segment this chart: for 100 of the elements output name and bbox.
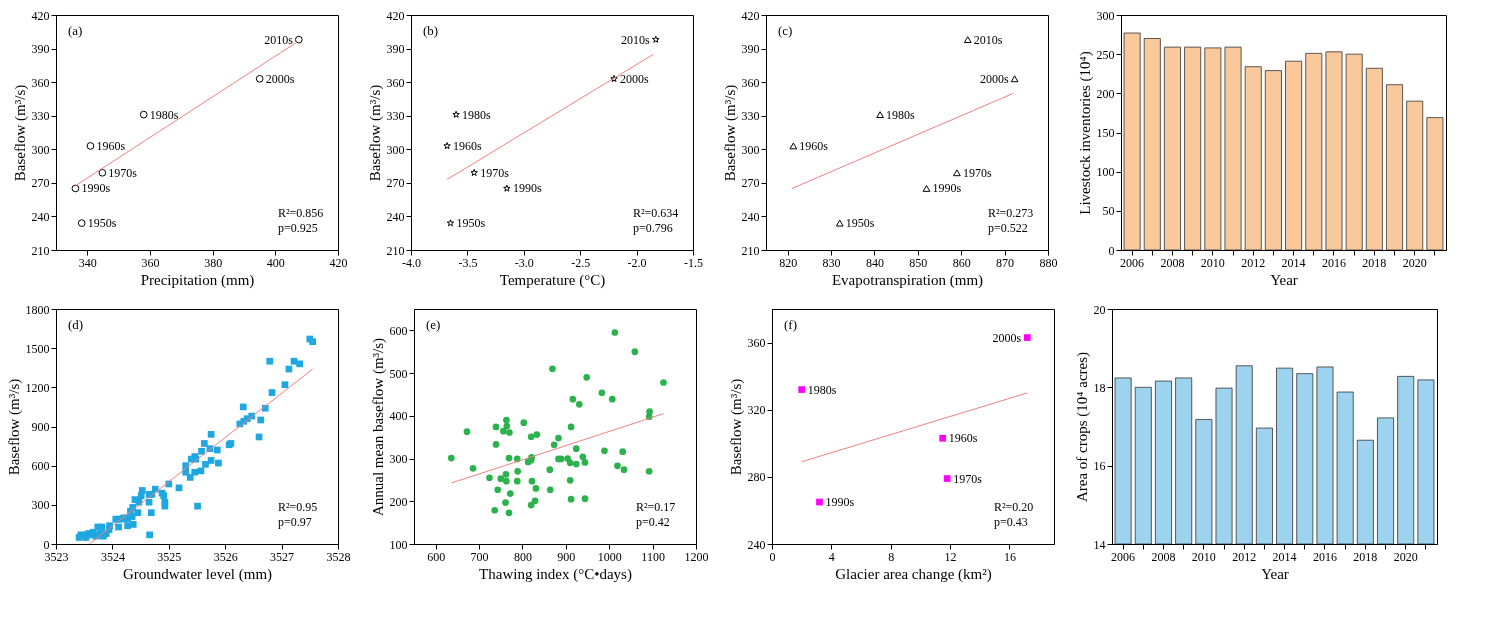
y-tick-label: 100 xyxy=(1096,165,1115,180)
bar xyxy=(1325,51,1343,250)
point xyxy=(922,185,931,192)
y-tick-label: 0 xyxy=(43,537,50,552)
y-tick-label: 600 xyxy=(31,459,50,474)
bar xyxy=(1264,70,1282,250)
y-tick-label: 300 xyxy=(31,142,50,157)
y-tick-label: 900 xyxy=(31,420,50,434)
x-axis-title: Year xyxy=(1261,565,1289,582)
y-tick-label: 270 xyxy=(386,176,405,191)
point xyxy=(77,219,86,227)
annotation: 1980s xyxy=(149,107,179,122)
x-tick-label: 3525 xyxy=(157,549,182,564)
y-tick-label: 360 xyxy=(747,336,766,351)
x-tick-label: 0 xyxy=(769,549,776,564)
y-axis-title: Baseflow (m³/s) xyxy=(11,84,29,182)
y-tick-label: 200 xyxy=(1096,86,1115,101)
x-tick-label: 16 xyxy=(1003,549,1016,564)
x-axis-title: Temperature (°C) xyxy=(499,271,606,289)
annotation: 1960s xyxy=(453,138,483,153)
y-tick-label: 600 xyxy=(389,323,408,338)
point xyxy=(503,184,511,192)
x-tick-label: 1100 xyxy=(641,549,665,564)
point xyxy=(470,168,478,176)
x-tick-label: 2008 xyxy=(1151,549,1176,564)
annotation: 1950s xyxy=(87,216,117,231)
y-tick-label: 420 xyxy=(31,8,50,23)
bar xyxy=(1224,46,1242,250)
bar xyxy=(1426,117,1444,250)
y-tick-label: 400 xyxy=(389,409,408,424)
point xyxy=(446,219,455,227)
y-tick-label: 330 xyxy=(31,109,50,124)
y-axis-title: Baseflow (m³/s) xyxy=(366,84,384,182)
y-tick-label: 50 xyxy=(1102,204,1115,219)
x-tick-label: 2018 xyxy=(1353,549,1378,564)
y-tick-label: 16 xyxy=(1093,459,1106,474)
annotation: 1960s xyxy=(948,431,978,446)
x-tick-label: 3528 xyxy=(326,549,351,564)
point xyxy=(789,142,798,150)
x-tick-label: -3.5 xyxy=(458,255,478,270)
point xyxy=(1010,75,1019,83)
point xyxy=(452,110,460,118)
point xyxy=(443,142,451,150)
bar xyxy=(1143,38,1161,250)
x-tick-label: 900 xyxy=(557,549,576,564)
x-tick-label: 4 xyxy=(828,549,835,564)
annotation: 2010s xyxy=(973,32,1003,47)
point xyxy=(71,184,80,193)
point xyxy=(255,74,264,83)
y-tick-label: 1200 xyxy=(25,380,50,395)
x-tick-label: 600 xyxy=(427,549,446,564)
annotation: (e) xyxy=(426,317,441,332)
annotation: 1970s xyxy=(953,471,983,486)
x-tick-label: -2.0 xyxy=(627,255,647,270)
y-tick-label: 150 xyxy=(1096,126,1115,140)
point xyxy=(953,169,961,177)
annotation: 1960s xyxy=(799,138,829,153)
y-tick-label: 300 xyxy=(31,498,50,513)
annotation: 1980s xyxy=(807,382,837,397)
annotation: 1970s xyxy=(480,165,510,180)
x-tick-label: 870 xyxy=(996,255,1015,270)
annotation: (a) xyxy=(68,23,83,38)
y-axis-title: Baseflow (m³/s) xyxy=(727,378,745,476)
y-tick-label: 330 xyxy=(386,109,405,124)
x-tick-label: 12 xyxy=(944,549,957,564)
y-tick-label: 14 xyxy=(1093,537,1106,552)
annotation: 1990s xyxy=(512,181,542,196)
y-tick-label: 360 xyxy=(31,75,50,90)
point xyxy=(86,142,95,150)
annotation: 1970s xyxy=(962,165,992,180)
y-tick-label: 360 xyxy=(741,75,760,90)
annotation: p=0.925 xyxy=(278,221,318,235)
x-tick-label: 840 xyxy=(865,255,884,270)
annotation: 2010s xyxy=(264,32,294,47)
point xyxy=(98,168,107,177)
x-tick-label: 2010 xyxy=(1191,549,1216,564)
x-tick-label: 3523 xyxy=(44,549,69,564)
annotation: (d) xyxy=(68,317,84,332)
annotation: 1970s xyxy=(108,165,138,180)
bar xyxy=(1305,52,1323,250)
y-tick-label: 210 xyxy=(31,243,50,258)
y-tick-label: 420 xyxy=(741,8,760,23)
annotation: 1950s xyxy=(456,216,486,231)
annotation: 2000s xyxy=(620,71,650,86)
x-tick-label: 2014 xyxy=(1281,255,1306,270)
annotation: R²=0.95 xyxy=(278,500,318,514)
y-tick-label: 250 xyxy=(1096,47,1115,62)
x-tick-label: 2016 xyxy=(1321,255,1346,270)
point xyxy=(1023,334,1031,341)
point xyxy=(939,434,947,442)
x-tick-label: 340 xyxy=(78,255,97,270)
x-tick-label: 3527 xyxy=(270,549,295,564)
x-tick-label: 8 xyxy=(888,549,895,564)
annotation: R²=0.20 xyxy=(994,500,1034,514)
y-tick-label: 390 xyxy=(31,42,50,57)
x-tick-label: 860 xyxy=(952,255,971,270)
y-tick-label: 300 xyxy=(389,452,408,467)
annotation: R²=0.856 xyxy=(278,206,324,220)
x-tick-label: -1.5 xyxy=(684,255,703,270)
x-tick-label: 830 xyxy=(822,255,841,270)
